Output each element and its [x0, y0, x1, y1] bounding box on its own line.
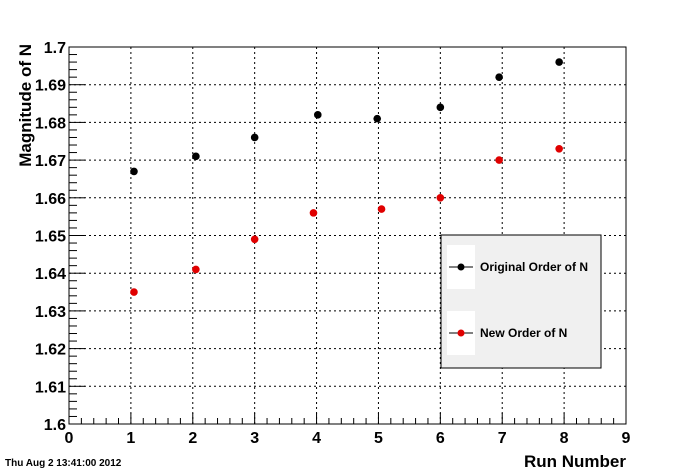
legend-label-original: Original Order of N	[480, 260, 588, 274]
x-tick-label: 4	[312, 430, 321, 447]
y-tick-label: 1.7	[44, 40, 66, 57]
data-points	[130, 58, 563, 296]
data-point-original	[555, 58, 563, 66]
data-point-new	[377, 205, 386, 213]
x-tick-label: 5	[374, 430, 383, 447]
y-tick-label: 1.62	[35, 342, 66, 359]
y-tick-label: 1.67	[35, 153, 66, 170]
legend-marker-new	[457, 329, 465, 337]
y-tick-label: 1.65	[35, 229, 66, 246]
x-tick-label: 1	[126, 430, 135, 447]
axis-ticks	[68, 46, 627, 425]
data-point-new	[555, 144, 563, 153]
data-point-original	[192, 152, 200, 161]
x-axis-title: Run Number	[524, 452, 626, 471]
y-axis-title: Magnitude of N	[16, 44, 35, 167]
y-tick-label: 1.63	[35, 304, 66, 321]
y-tick-label: 1.61	[35, 379, 66, 396]
legend-marker-original	[457, 263, 465, 271]
data-point-new	[250, 235, 259, 244]
timestamp-label: Thu Aug 2 13:41:00 2012	[5, 458, 122, 469]
y-tick-label: 1.68	[35, 115, 66, 132]
x-tick-label: 6	[436, 430, 445, 447]
x-tick-label: 0	[65, 430, 74, 447]
data-point-original	[495, 73, 503, 81]
y-tick-label: 1.66	[35, 191, 66, 208]
data-point-new	[192, 265, 200, 274]
legend-label-new: New Order of N	[480, 326, 567, 340]
data-point-original	[250, 133, 259, 142]
y-tick-label: 1.64	[35, 266, 66, 283]
x-tick-label: 7	[498, 430, 507, 447]
y-tick-label: 1.6	[44, 417, 66, 434]
data-point-original	[373, 114, 382, 123]
data-point-new	[309, 209, 318, 217]
tick-labels: 0 1 2 3 4 5 6 7 8 9 1.6 1.61 1.62 1.63 1.64 1.65 1.66 1.6…	[35, 40, 631, 447]
data-point-new	[130, 288, 138, 296]
x-tick-label: 8	[560, 430, 569, 447]
x-tick-label: 2	[188, 430, 197, 447]
data-point-original	[436, 103, 445, 112]
data-point-original	[130, 167, 138, 176]
y-tick-label: 1.69	[35, 78, 66, 95]
x-tick-label: 9	[622, 430, 631, 447]
x-tick-label: 3	[250, 430, 259, 447]
data-point-new	[436, 194, 445, 202]
legend: Original Order of N New Order of N	[440, 234, 602, 369]
data-point-new	[495, 156, 503, 164]
data-point-original	[313, 111, 322, 119]
